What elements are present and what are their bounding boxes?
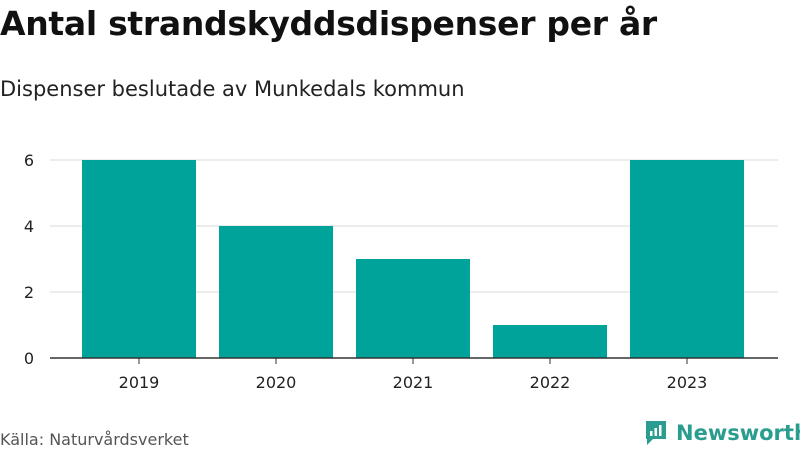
source-note: Källa: Naturvårdsverket [0,430,189,449]
y-tick-label: 4 [24,217,34,236]
bars [82,160,744,358]
y-tick-label: 0 [24,349,34,368]
x-axis-ticks: 2019 2020 2021 2022 2023 [119,358,708,392]
bar-2021[interactable] [356,259,470,358]
chart-title: Antal strandskyddsdispenser per år [0,4,657,43]
x-tick-label: 2022 [530,373,571,392]
bar-2023[interactable] [630,160,744,358]
brand-logo[interactable]: Newsworthy [644,419,800,447]
bar-2022[interactable] [493,325,607,358]
x-tick-label: 2021 [393,373,434,392]
x-tick-label: 2020 [256,373,297,392]
x-tick-label: 2023 [667,373,708,392]
y-axis-ticks: 0 2 4 6 [24,151,34,368]
y-tick-label: 6 [24,151,34,170]
x-tick-label: 2019 [119,373,160,392]
chart-subtitle: Dispenser beslutade av Munkedals kommun [0,77,465,101]
brand-name: Newsworthy [676,421,800,445]
y-tick-label: 2 [24,283,34,302]
bar-2019[interactable] [82,160,196,358]
newsworthy-logo-icon [646,421,666,445]
bar-2020[interactable] [219,226,333,358]
